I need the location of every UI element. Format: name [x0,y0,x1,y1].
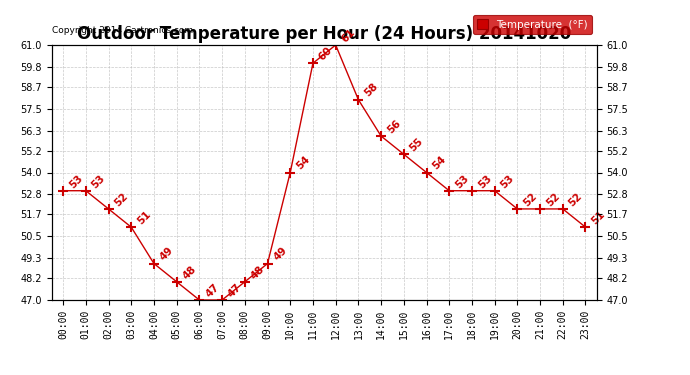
Text: 48: 48 [249,264,266,281]
Text: 60: 60 [317,45,335,62]
Text: Copyright 2014 Cartronics.com: Copyright 2014 Cartronics.com [52,26,193,35]
Text: 52: 52 [544,191,562,208]
Text: 54: 54 [431,154,448,172]
Text: 51: 51 [590,209,607,226]
Legend: Temperature  (°F): Temperature (°F) [473,15,591,34]
Text: 61: 61 [339,27,357,44]
Text: 58: 58 [362,81,380,99]
Title: Outdoor Temperature per Hour (24 Hours) 20141020: Outdoor Temperature per Hour (24 Hours) … [77,26,571,44]
Text: 49: 49 [272,246,289,263]
Text: 52: 52 [567,191,584,208]
Text: 54: 54 [295,154,312,172]
Text: 53: 53 [476,172,493,190]
Text: 51: 51 [135,209,152,226]
Text: 47: 47 [226,282,244,299]
Text: 55: 55 [408,136,425,153]
Text: 56: 56 [385,118,402,135]
Text: 48: 48 [181,264,198,281]
Text: 49: 49 [158,246,175,263]
Text: 53: 53 [90,172,108,190]
Text: 53: 53 [67,172,85,190]
Text: 53: 53 [499,172,516,190]
Text: 52: 52 [112,191,130,208]
Text: 53: 53 [453,172,471,190]
Text: 52: 52 [522,191,539,208]
Text: 47: 47 [204,282,221,299]
